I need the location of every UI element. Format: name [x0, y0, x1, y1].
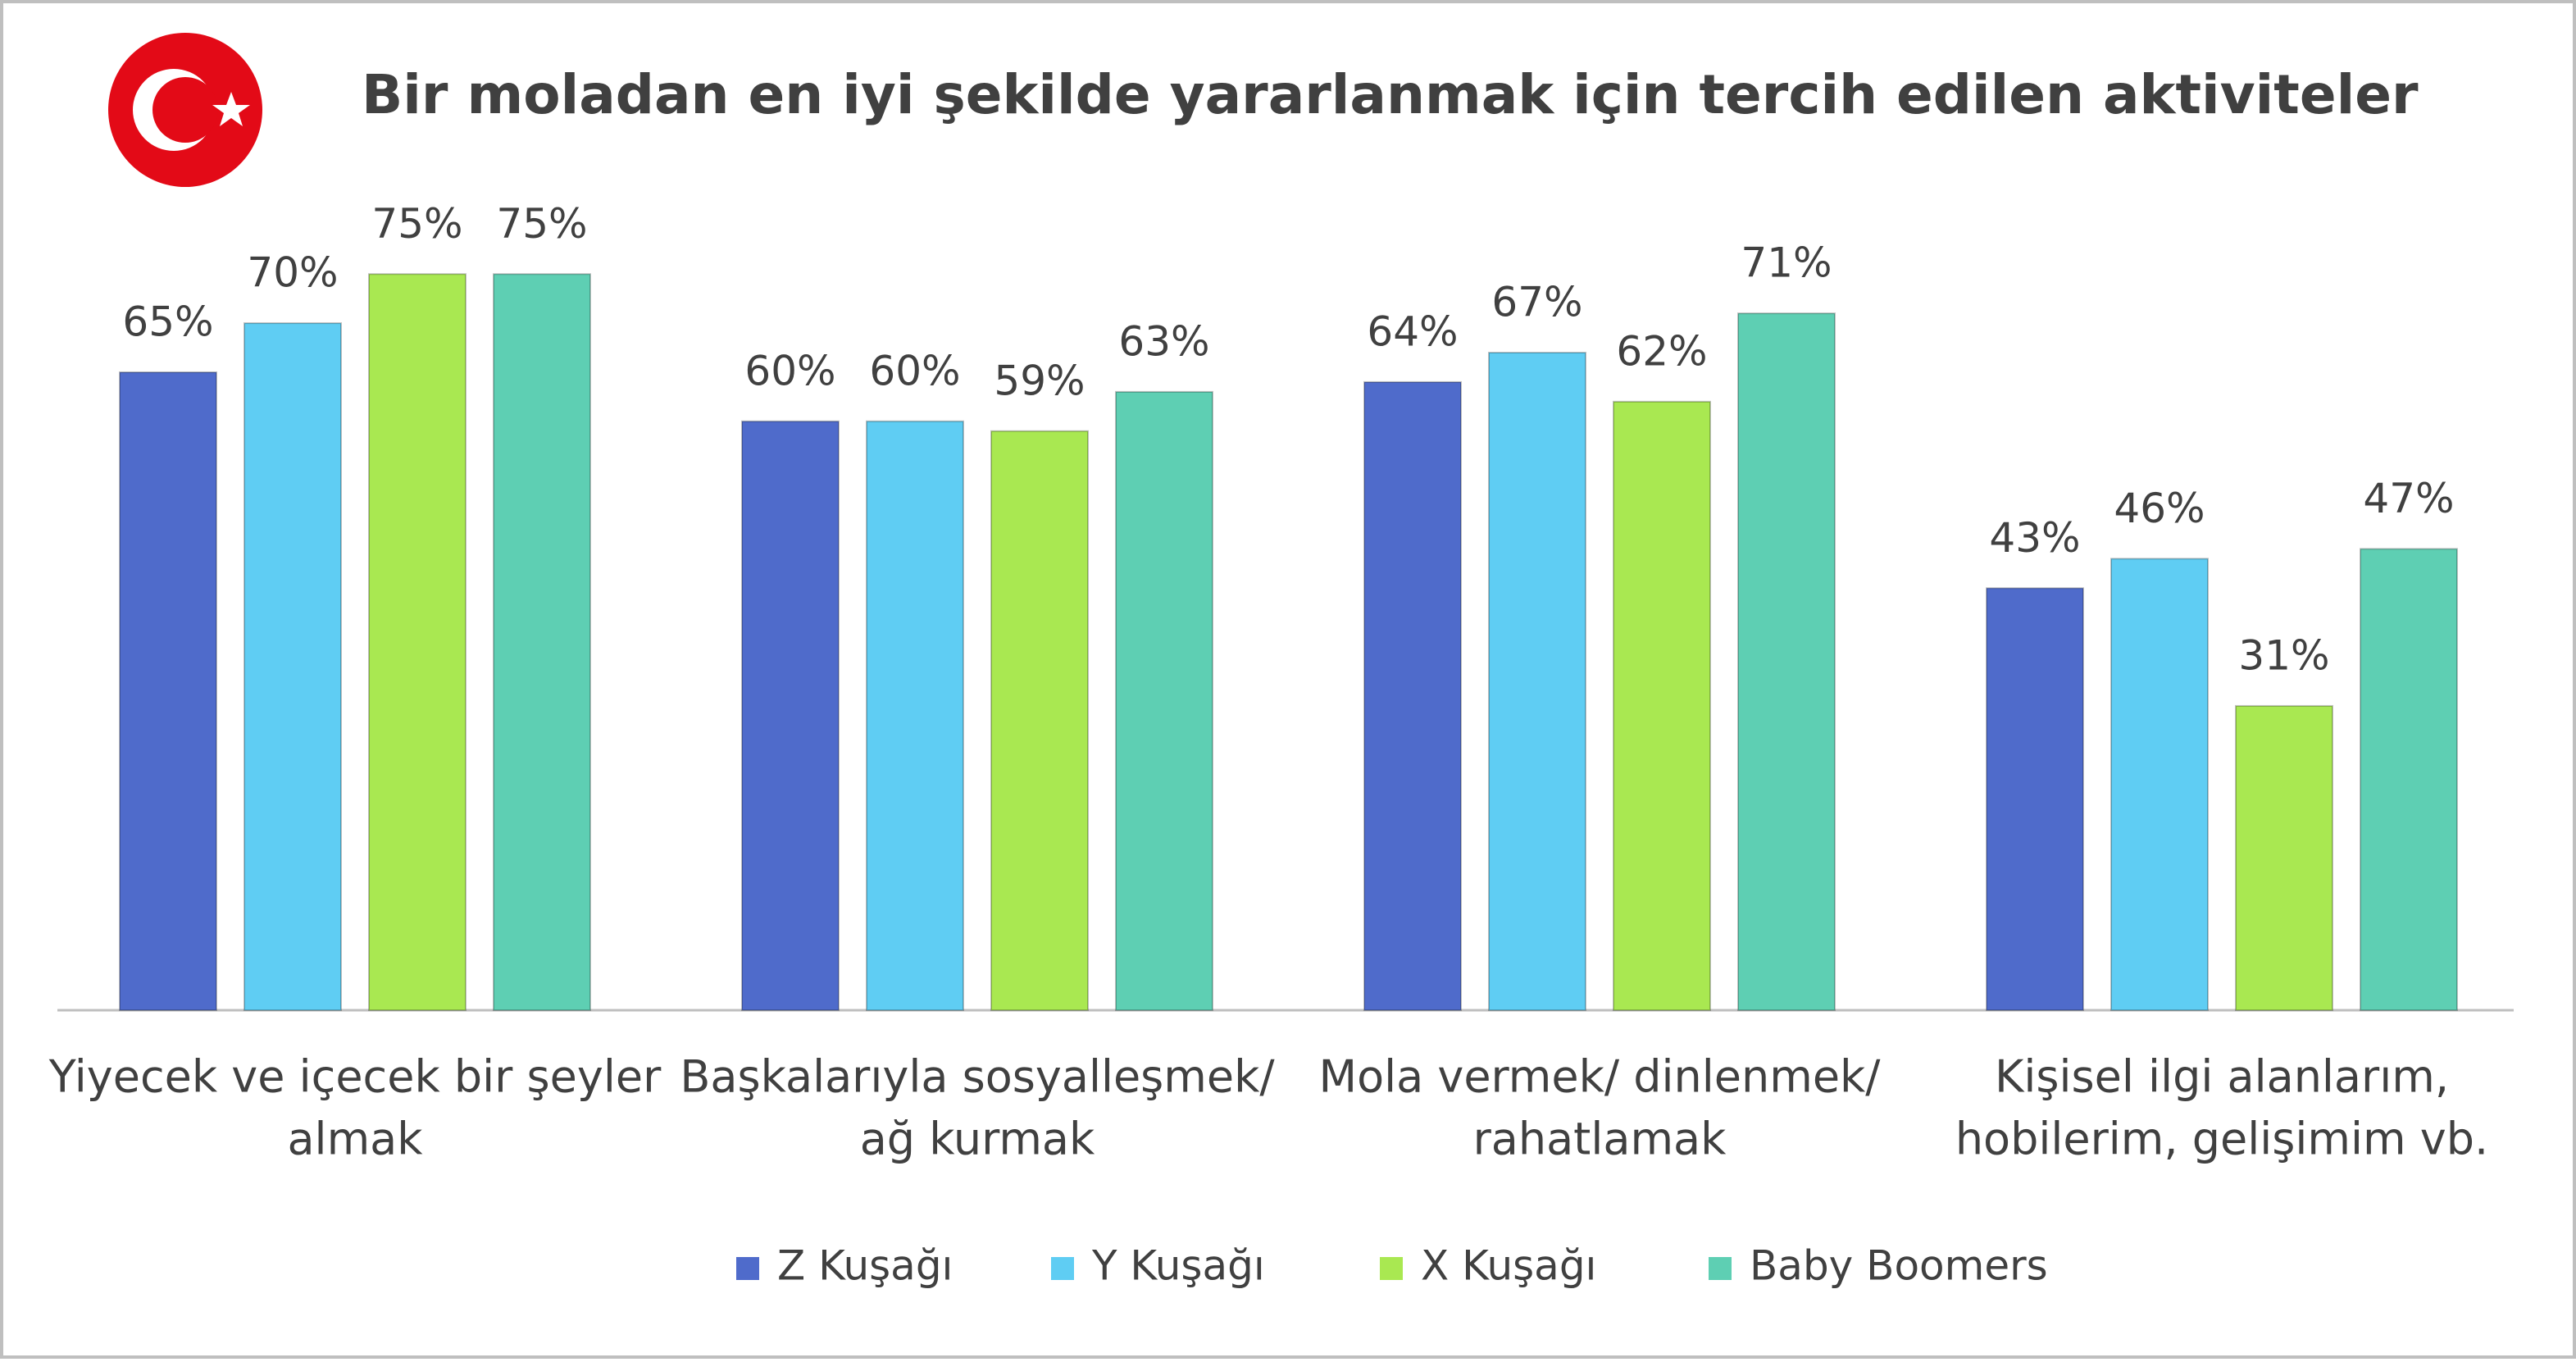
bar [1613, 400, 1711, 1011]
bar [741, 420, 840, 1011]
value-label: 67% [1491, 279, 1582, 326]
legend-label: X Kuşağı [1421, 1242, 1596, 1290]
legend-swatch [1051, 1257, 1074, 1280]
bar [1488, 352, 1586, 1011]
bar [243, 322, 342, 1012]
value-label: 31% [2238, 631, 2329, 679]
legend-label: Z Kuşağı [777, 1242, 953, 1290]
value-label: 65% [122, 298, 213, 345]
value-label: 60% [744, 347, 835, 394]
x-tick-label: rahatlamak [1473, 1114, 1727, 1165]
bar [1986, 587, 2084, 1011]
bar [1737, 312, 1836, 1011]
value-label: 62% [1616, 327, 1707, 375]
value-label: 63% [1118, 317, 1209, 365]
x-tick-label: Yiyecek ve içecek bir şeyler [48, 1051, 662, 1103]
bar [493, 273, 591, 1011]
legend-label: Baby Boomers [1750, 1242, 2048, 1290]
legend-swatch [1380, 1257, 1403, 1280]
value-label: 75% [496, 200, 587, 248]
legend-swatch [736, 1257, 759, 1280]
flag-icon [108, 33, 262, 187]
bar [119, 371, 217, 1011]
value-label: 64% [1367, 307, 1458, 355]
bar [1115, 390, 1213, 1011]
value-label: 43% [1989, 514, 2080, 562]
value-label: 46% [2114, 485, 2205, 532]
value-label: 60% [869, 347, 960, 394]
x-tick-label: ağ kurmak [860, 1114, 1095, 1165]
bar [990, 430, 1089, 1011]
bar [1363, 380, 1462, 1012]
value-label: 70% [247, 249, 338, 297]
x-tick-label: Mola vermek/ dinlenmek/ [1318, 1051, 1881, 1103]
value-label: 47% [2363, 475, 2454, 522]
legend-label: Y Kuşağı [1091, 1242, 1265, 1290]
x-tick-label: almak [287, 1114, 423, 1165]
value-label: 75% [371, 200, 462, 248]
x-tick-label: hobilerim, gelişimim vb. [1955, 1114, 2488, 1165]
bar [368, 273, 467, 1011]
value-label: 59% [994, 357, 1085, 404]
bar [2235, 704, 2333, 1011]
bar [2110, 558, 2209, 1011]
x-tick-label: Başkalarıyla sosyalleşmek/ [680, 1051, 1275, 1103]
x-tick-label: Kişisel ilgi alanlarım, [1995, 1051, 2449, 1103]
legend-swatch [1709, 1257, 1732, 1280]
bar [2360, 548, 2458, 1011]
chart-title: Bir moladan en iyi şekilde yararlanmak i… [362, 63, 2419, 126]
bar [866, 420, 964, 1011]
value-label: 71% [1741, 239, 1832, 287]
